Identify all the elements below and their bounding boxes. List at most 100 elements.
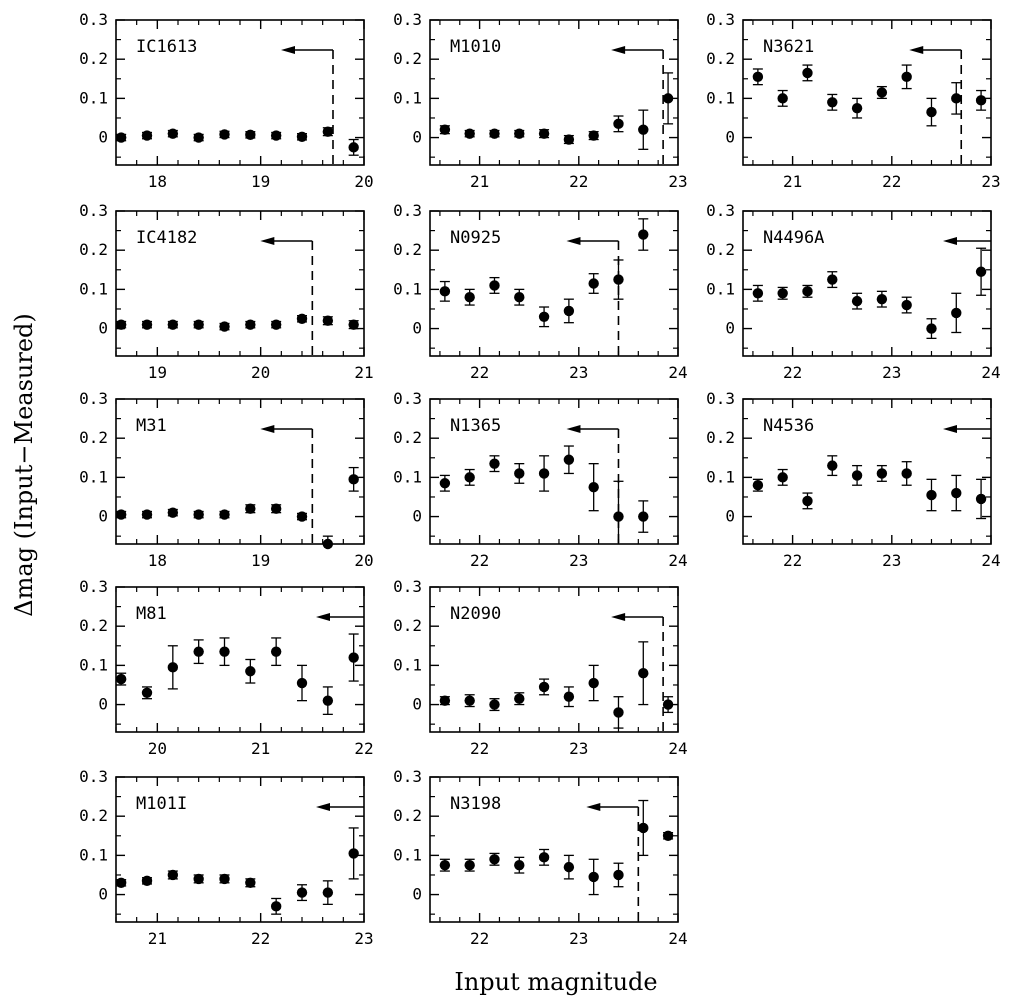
panel-name-label: IC4182 [136, 228, 197, 248]
data-point [348, 652, 359, 663]
data-point [538, 681, 550, 693]
x-tick-label: 22 [251, 929, 270, 948]
data-point [827, 274, 838, 285]
panel-m101i: 0 0.1 0.2 0.3 21 22 23 M101I [79, 767, 374, 948]
y-tick-label: 0.1 [79, 467, 108, 486]
data-point [141, 130, 153, 141]
completeness-arrow-head [611, 46, 626, 54]
data-point [752, 288, 764, 299]
completeness-arrow-head [909, 46, 924, 54]
data-point [777, 93, 788, 104]
data-point [975, 95, 987, 106]
data-point [270, 130, 282, 141]
y-tick-label: 0.1 [393, 845, 422, 864]
y-tick-label: 0.3 [79, 577, 108, 596]
data-point [464, 695, 475, 706]
data-point [638, 668, 649, 679]
panel-frame [429, 586, 679, 733]
data-point [827, 460, 838, 471]
completeness-arrow-head [586, 803, 601, 811]
data-point [245, 503, 256, 514]
data-point [514, 468, 525, 479]
data-point [489, 458, 500, 469]
data-point [219, 129, 230, 140]
panel-frame [742, 210, 992, 357]
global-x-axis-label: Input magnitude [454, 968, 657, 996]
data-point [115, 132, 127, 143]
data-point [115, 509, 127, 520]
data-point [802, 67, 813, 79]
data-point [464, 859, 475, 871]
data-point [777, 472, 788, 483]
data-point [141, 319, 153, 330]
data-point [563, 691, 575, 702]
data-point [876, 87, 888, 98]
y-tick-label: 0.2 [79, 428, 108, 447]
data-point [322, 887, 334, 898]
completeness-arrow-head [943, 425, 957, 433]
y-tick-label: 0.1 [79, 88, 108, 107]
data-point [167, 319, 179, 330]
x-tick-label: 23 [882, 363, 901, 382]
data-point [563, 305, 575, 317]
data-point [219, 321, 230, 332]
y-tick-label: 0.3 [393, 767, 422, 786]
y-tick-label: 0.3 [393, 389, 422, 408]
data-point [538, 128, 550, 139]
data-point [951, 487, 962, 499]
panel-frame [742, 19, 992, 166]
data-point [322, 538, 334, 550]
data-point [613, 511, 624, 522]
data-point [926, 106, 937, 118]
x-tick-label: 22 [569, 172, 588, 191]
y-tick-label: 0.2 [79, 616, 108, 635]
x-tick-label: 22 [354, 739, 373, 758]
data-point [439, 859, 451, 871]
data-point [638, 822, 649, 834]
x-tick-label: 24 [668, 551, 687, 570]
y-tick-label: 0.1 [706, 279, 735, 298]
data-point [322, 695, 334, 706]
x-tick-label: 20 [354, 172, 373, 191]
data-point [588, 278, 599, 289]
y-tick-label: 0.1 [393, 655, 422, 674]
y-tick-label: 0.1 [79, 655, 108, 674]
data-point [322, 126, 334, 137]
data-point [926, 489, 937, 501]
panel-name-label: M31 [136, 416, 167, 436]
completeness-arrow-head [260, 237, 275, 245]
y-tick-label: 0 [412, 128, 422, 147]
x-tick-label: 21 [148, 929, 167, 948]
data-point [167, 507, 179, 518]
panel-frame [429, 19, 679, 166]
data-point [489, 699, 500, 710]
data-point [563, 454, 575, 465]
completeness-arrow-head [566, 237, 581, 245]
data-point [901, 468, 912, 479]
y-tick-label: 0.1 [79, 845, 108, 864]
panel-n3198: 0 0.1 0.2 0.3 22 23 24 N3198 [393, 767, 688, 948]
data-point [439, 478, 451, 489]
data-point [464, 472, 475, 483]
y-tick-label: 0.1 [706, 88, 735, 107]
data-point [115, 319, 127, 330]
x-tick-label: 24 [668, 363, 687, 382]
data-point [322, 315, 334, 326]
data-point [439, 124, 451, 135]
data-point [464, 292, 475, 303]
data-point [193, 509, 204, 520]
data-point [662, 93, 674, 104]
data-point [167, 128, 179, 139]
data-point [489, 280, 500, 291]
x-tick-label: 19 [148, 363, 167, 382]
y-tick-label: 0 [98, 885, 108, 904]
y-tick-label: 0.1 [393, 279, 422, 298]
data-point [851, 102, 863, 114]
y-tick-label: 0 [725, 319, 735, 338]
data-point [802, 286, 813, 297]
x-tick-label: 24 [668, 739, 687, 758]
data-point [219, 646, 230, 657]
panel-frame [429, 776, 679, 923]
data-point [514, 292, 525, 303]
